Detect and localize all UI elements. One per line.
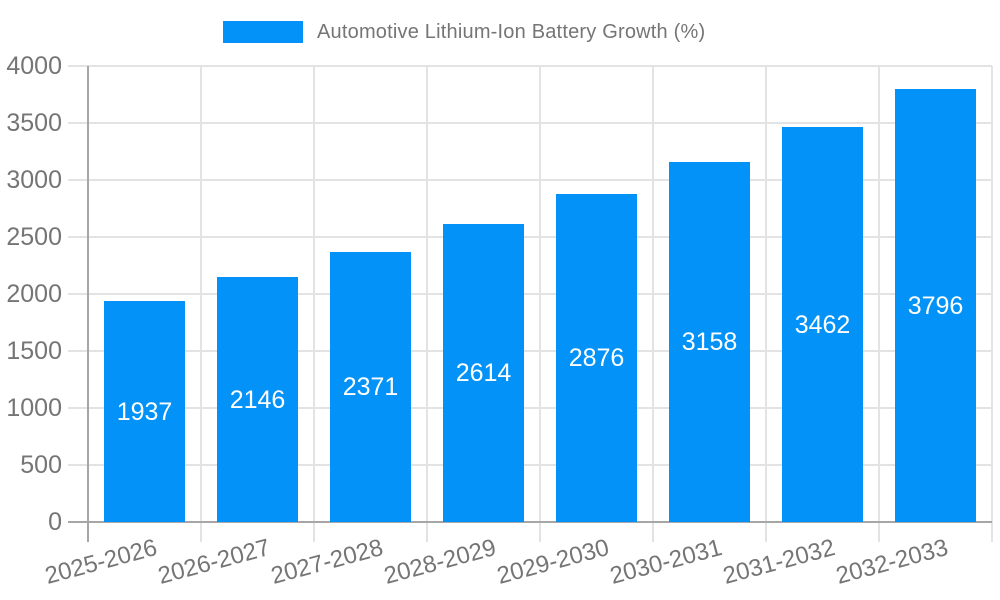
bar[interactable] [669,161,750,522]
h-gridline [68,464,992,466]
bar-value-label: 2876 [568,344,625,373]
bar-value-label: 2614 [455,359,512,387]
h-gridline [68,236,992,238]
h-gridline [68,122,992,124]
h-gridline [68,350,992,352]
bar-value-label: 3796 [907,291,964,320]
bar[interactable] [330,251,411,522]
legend-swatch [223,21,303,43]
h-gridline [68,407,992,409]
bar[interactable] [104,301,185,522]
y-tick-label: 4000 [6,52,62,80]
y-tick-label: 1000 [6,394,62,422]
bar[interactable] [782,127,863,522]
v-gridline [765,66,767,542]
bar-value-label: 3462 [794,310,851,339]
bar-value-label: 1937 [116,397,173,426]
y-tick-label: 500 [20,451,62,479]
bar[interactable] [556,194,637,522]
v-gridline [313,66,315,542]
y-tick-label: 1500 [6,337,62,365]
bar[interactable] [217,277,298,522]
h-gridline [68,293,992,295]
y-tick-label: 0 [48,508,62,536]
y-tick-label: 3000 [6,166,62,194]
v-gridline [878,66,880,542]
bar-value-label: 3158 [681,327,738,356]
x-axis-line [68,521,992,523]
v-gridline [539,66,541,542]
bar-value-label: 2146 [229,385,286,414]
bar[interactable] [443,224,524,522]
legend-label: Automotive Lithium-Ion Battery Growth (%… [317,20,706,43]
h-gridline [68,179,992,181]
v-gridline [652,66,654,542]
bar[interactable] [895,89,976,522]
v-gridline [426,66,428,542]
legend[interactable]: Automotive Lithium-Ion Battery Growth (%… [223,18,705,46]
v-gridline [991,66,993,542]
y-tick-label: 2000 [6,280,62,308]
y-tick-label: 2500 [6,223,62,251]
v-gridline [200,66,202,542]
y-axis-line [87,66,89,542]
h-gridline [68,65,992,67]
y-tick-label: 3500 [6,109,62,137]
bar-value-label: 2371 [342,372,399,401]
